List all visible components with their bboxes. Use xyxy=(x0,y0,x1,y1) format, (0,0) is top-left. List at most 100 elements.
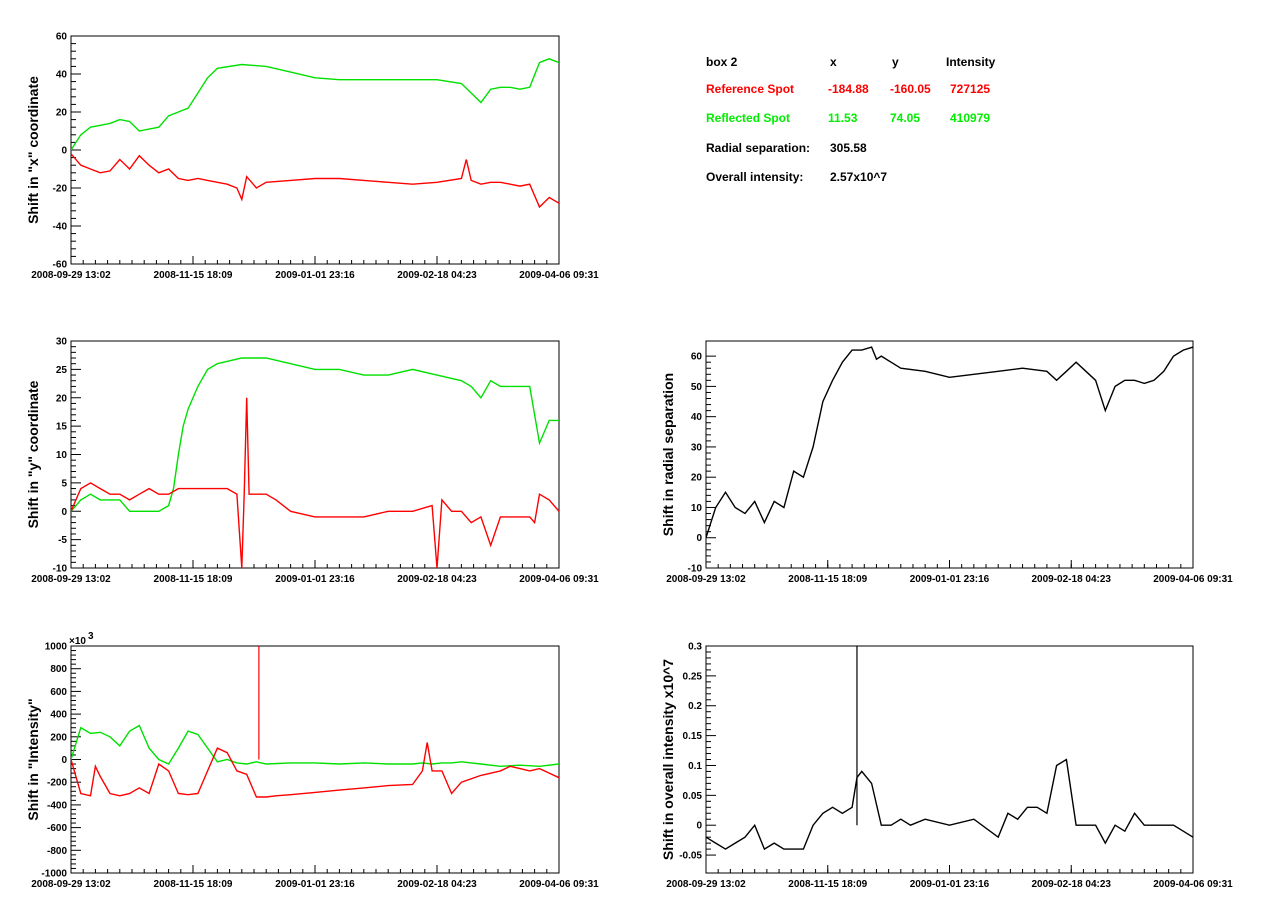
x-shift-xtick-label: 2008-09-29 13:02 xyxy=(31,270,111,281)
radial-shift-ytick-label: 30 xyxy=(691,442,703,453)
y-shift-ytick-label: -5 xyxy=(58,535,67,546)
info-header-box: box 2 xyxy=(706,55,738,69)
overall-intensity-shift-ytick-label: 0.05 xyxy=(683,791,703,802)
reference-spot-intensity: 727125 xyxy=(950,82,991,96)
y-shift-ytick-label: 10 xyxy=(56,450,68,461)
intensity-shift-frame xyxy=(70,645,560,874)
info-header-y: y xyxy=(892,55,899,69)
x-shift-series-reflected xyxy=(71,58,559,151)
y-shift-xtick-label: 2008-09-29 13:02 xyxy=(31,574,111,585)
info-header-intensity: Intensity xyxy=(946,55,996,69)
x-shift-series-reference xyxy=(71,153,559,209)
intensity-shift-exponent: ×10 xyxy=(69,636,86,647)
intensity-shift-ytick-label: 600 xyxy=(50,687,67,698)
y-shift-ytick-label: 25 xyxy=(56,365,68,376)
y-shift-xtick-label: 2008-11-15 18:09 xyxy=(154,574,233,585)
reflected-spot-label: Reflected Spot xyxy=(706,111,791,125)
radial-shift-xtick-label: 2008-11-15 18:09 xyxy=(788,574,867,585)
radial-shift-xtick-label: 2009-02-18 04:23 xyxy=(1031,574,1111,585)
overall-intensity-label: Overall intensity: xyxy=(706,170,804,184)
radial-shift-xtick-label: 2009-04-06 09:31 xyxy=(1153,574,1233,585)
intensity-shift-ytick-label: -400 xyxy=(47,800,67,811)
intensity-shift-ytick-label: 1000 xyxy=(45,642,68,653)
intensity-shift-exponent-power: 3 xyxy=(88,631,94,642)
overall-intensity-shift-ytick-label: 0.1 xyxy=(688,761,702,772)
radial-shift-ytick-label: 40 xyxy=(691,412,703,423)
x-shift-ytick-label: 40 xyxy=(56,70,68,81)
x-shift-xtick-label: 2009-02-18 04:23 xyxy=(397,270,477,281)
reflected-spot-x: 11.53 xyxy=(828,111,858,125)
overall-intensity-shift-xtick-label: 2009-01-01 23:16 xyxy=(910,879,990,890)
x-shift-ytick-label: -40 xyxy=(53,222,68,233)
radial-shift-frame xyxy=(705,340,1194,569)
y-shift-xtick-label: 2009-02-18 04:23 xyxy=(397,574,477,585)
overall-intensity-shift-ytick-label: -0.05 xyxy=(679,851,702,862)
intensity-shift-xtick-label: 2009-01-01 23:16 xyxy=(275,879,355,890)
overall-intensity-shift-frame xyxy=(705,645,1194,874)
y-shift-frame xyxy=(70,340,560,569)
overall-intensity-shift-ytick-label: 0.15 xyxy=(683,731,703,742)
intensity-shift-xtick-label: 2008-11-15 18:09 xyxy=(154,879,233,890)
intensity-shift-ytick-label: -800 xyxy=(47,846,67,857)
intensity-shift-series-reflected xyxy=(71,724,559,768)
x-shift-xtick-label: 2008-11-15 18:09 xyxy=(154,270,233,281)
x-shift-ylabel: Shift in "x" coordinate xyxy=(25,76,41,224)
y-shift-series-reflected xyxy=(71,357,559,512)
x-shift-ytick-label: -60 xyxy=(53,260,68,271)
intensity-shift-ytick-label: 0 xyxy=(61,755,67,766)
intensity-shift-ytick-label: -200 xyxy=(47,778,67,789)
radial-shift-ytick-label: -10 xyxy=(688,564,703,575)
y-shift-xtick-label: 2009-01-01 23:16 xyxy=(275,574,355,585)
radial-shift-series-single xyxy=(706,346,1193,538)
radial-shift-xtick-label: 2009-01-01 23:16 xyxy=(910,574,990,585)
overall-intensity-shift-xtick-label: 2009-02-18 04:23 xyxy=(1031,879,1111,890)
y-shift-xtick-label: 2009-04-06 09:31 xyxy=(519,574,599,585)
x-shift-ytick-label: 20 xyxy=(56,108,68,119)
y-shift-ytick-label: 20 xyxy=(56,393,68,404)
y-shift-ytick-label: 30 xyxy=(56,337,68,348)
intensity-shift-ylabel: Shift in "Intensity" xyxy=(25,698,41,820)
radial-shift-ytick-label: 20 xyxy=(691,473,703,484)
y-shift-ytick-label: 15 xyxy=(56,422,68,433)
overall-intensity-shift-xtick-label: 2009-04-06 09:31 xyxy=(1153,879,1233,890)
overall-intensity-shift-xtick-label: 2008-09-29 13:02 xyxy=(666,879,746,890)
overall-intensity-shift-ytick-label: 0.3 xyxy=(688,642,702,653)
intensity-shift-ytick-label: 800 xyxy=(50,664,67,675)
reference-spot-y: -160.05 xyxy=(890,82,931,96)
intensity-shift-ytick-label: -600 xyxy=(47,823,67,834)
x-shift-xtick-label: 2009-04-06 09:31 xyxy=(519,270,599,281)
reflected-spot-y: 74.05 xyxy=(890,111,921,125)
x-shift-xtick-label: 2009-01-01 23:16 xyxy=(275,270,355,281)
intensity-shift-ytick-label: -1000 xyxy=(41,869,67,880)
y-shift-ytick-label: 0 xyxy=(61,507,67,518)
radial-shift-ytick-label: 0 xyxy=(696,533,702,544)
x-shift-ytick-label: -20 xyxy=(53,184,68,195)
overall-intensity-shift-ytick-label: 0.25 xyxy=(683,671,703,682)
y-shift-ylabel: Shift in "y" coordinate xyxy=(25,380,41,528)
overall-intensity-shift-series-single xyxy=(706,758,1193,851)
radial-shift-xtick-label: 2008-09-29 13:02 xyxy=(666,574,746,585)
radial-separation-label: Radial separation: xyxy=(706,141,811,155)
intensity-shift-series-reference xyxy=(71,742,559,798)
overall-intensity-shift-xtick-label: 2008-11-15 18:09 xyxy=(788,879,867,890)
y-shift-ytick-label: -10 xyxy=(53,564,68,575)
overall-intensity-shift-ytick-label: 0.2 xyxy=(688,701,702,712)
overall-intensity-shift-ytick-label: 0 xyxy=(696,821,702,832)
radial-separation-value: 305.58 xyxy=(830,141,867,155)
reflected-spot-intensity: 410979 xyxy=(950,111,991,125)
y-shift-series-reference xyxy=(71,397,559,568)
intensity-shift-xtick-label: 2009-04-06 09:31 xyxy=(519,879,599,890)
x-shift-frame xyxy=(70,35,560,265)
info-header-x: x xyxy=(830,55,837,69)
intensity-shift-ytick-label: 400 xyxy=(50,710,67,721)
reference-spot-label: Reference Spot xyxy=(706,82,795,96)
x-shift-ytick-label: 0 xyxy=(61,146,67,157)
radial-shift-ytick-label: 50 xyxy=(691,382,703,393)
reference-spot-x: -184.88 xyxy=(828,82,869,96)
overall-intensity-shift-ylabel: Shift in overall intensity x10^7 xyxy=(660,659,676,860)
radial-shift-ytick-label: 10 xyxy=(691,503,703,514)
x-shift-ytick-label: 60 xyxy=(56,32,68,43)
radial-shift-ytick-label: 60 xyxy=(691,352,703,363)
overall-intensity-value: 2.57x10^7 xyxy=(830,170,888,184)
